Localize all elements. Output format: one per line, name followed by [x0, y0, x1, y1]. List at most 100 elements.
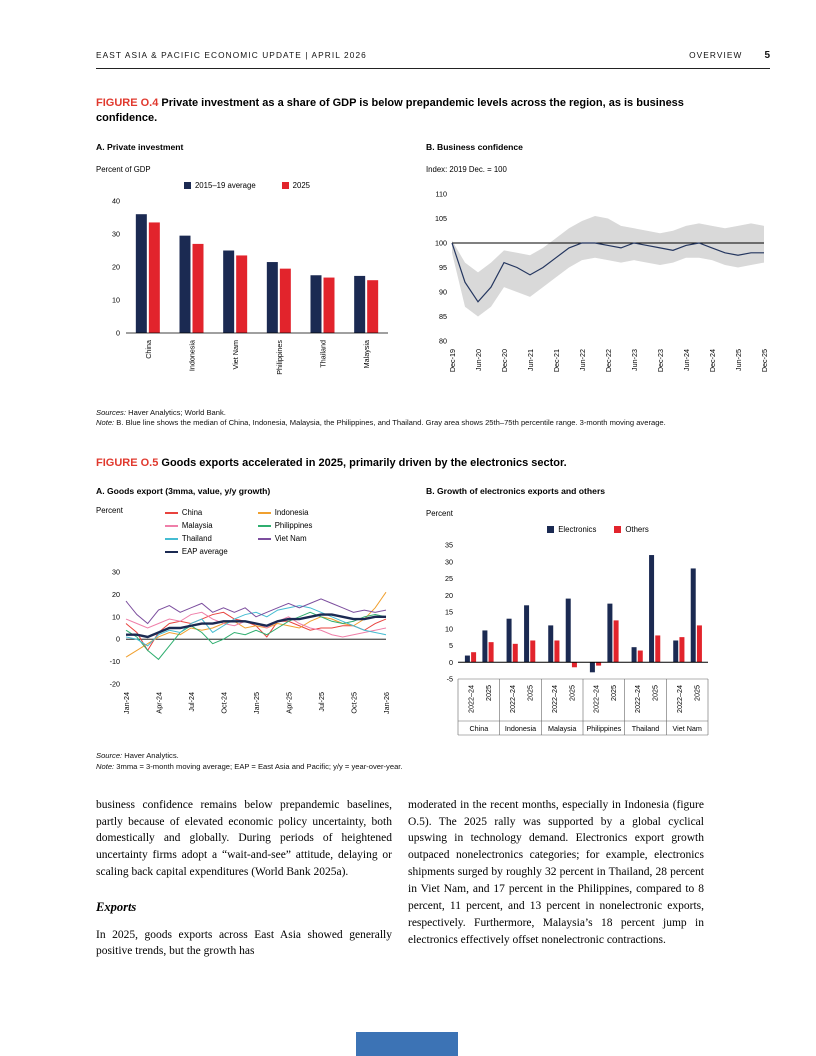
svg-text:Oct-25: Oct-25 — [350, 692, 359, 714]
svg-text:2022–24: 2022–24 — [550, 685, 559, 713]
panel-a-unit-label: Percent — [96, 506, 123, 516]
figure-o4-panel-b: B. Business confidence Index: 2019 Dec. … — [426, 142, 770, 398]
private-investment-chart: 0 10 20 30 40 China Indonesia Viet Nam Philippin… — [96, 193, 398, 393]
chart-business-confidence: 80 85 90 95 100 105 110 Dec-19 Jun-20 Dec-20 Jun-2… — [435, 189, 769, 372]
svg-text:Jun-22: Jun-22 — [578, 349, 587, 371]
figure-o5-title: Goods exports accelerated in 2025, prima… — [161, 457, 567, 470]
svg-text:2025: 2025 — [609, 685, 618, 701]
figure-o5-label: FIGURE O.5 — [96, 457, 159, 470]
legend-swatch — [164, 538, 178, 540]
svg-text:Thailand: Thailand — [319, 340, 328, 368]
exports-heading: Exports — [96, 900, 137, 915]
svg-text:Jul-25: Jul-25 — [317, 692, 326, 712]
svg-text:Dec-24: Dec-24 — [708, 349, 717, 372]
svg-text:20: 20 — [112, 262, 120, 271]
svg-text:110: 110 — [436, 189, 447, 198]
sources-text: Haver Analytics; World Bank. — [128, 407, 226, 417]
figure-o5-panel-b: B. Growth of electronics exports and oth… — [426, 486, 770, 741]
svg-text:2022–24: 2022–24 — [633, 685, 642, 713]
legend-swatch — [164, 525, 178, 527]
panel-a-title: A. Goods export (3mma, value, y/y growth… — [96, 486, 271, 497]
goods-export-chart: -20 -10 0 10 20 30 Jan-24 Apr-24 Jul-24 Oct-24 Jan… — [96, 562, 398, 736]
svg-text:2025: 2025 — [651, 685, 660, 701]
svg-text:Malaysia: Malaysia — [548, 724, 576, 733]
svg-text:2022–24: 2022–24 — [508, 685, 517, 713]
svg-text:25: 25 — [445, 574, 453, 583]
svg-text:2025: 2025 — [526, 685, 535, 701]
legend-label: Viet Nam — [274, 534, 307, 544]
panel-b-title: B. Business confidence — [426, 141, 523, 152]
svg-text:80: 80 — [439, 336, 447, 345]
svg-text:Indonesia: Indonesia — [188, 340, 197, 371]
svg-text:Apr-24: Apr-24 — [155, 692, 164, 714]
legend-item-electronics: Electronics — [547, 525, 596, 534]
note-label: Note: — [96, 762, 115, 772]
svg-text:10: 10 — [445, 625, 453, 634]
svg-text:100: 100 — [435, 238, 447, 247]
svg-text:30: 30 — [112, 568, 120, 577]
figure-o4a-legend: 2015–19 average 2025 — [96, 181, 398, 190]
legend-label: 2025 — [292, 180, 311, 190]
header-right: OVERVIEW 5 — [689, 50, 770, 61]
panel-b-unit-label: Percent — [426, 509, 453, 519]
legend-item-eap-average: EAP average — [164, 547, 228, 556]
svg-text:20: 20 — [112, 590, 120, 599]
page-header: EAST ASIA & PACIFIC ECONOMIC UPDATE | AP… — [96, 50, 770, 61]
svg-text:Jan-26: Jan-26 — [382, 692, 391, 714]
legend-item-2015-19-average: 2015–19 average — [183, 180, 256, 190]
svg-text:105: 105 — [435, 214, 447, 223]
legend-item-thailand: Thailand — [164, 534, 228, 544]
svg-text:-20: -20 — [110, 680, 120, 689]
figure-o4-notes: Sources: Haver Analytics; World Bank. Not… — [96, 408, 770, 429]
chart-goods-export-growth: -20 -10 0 10 20 30 Jan-24 Apr-24 Jul-24 Oct-24 Jan… — [110, 568, 391, 714]
legend-item-2025: 2025 — [281, 180, 311, 190]
panel-b-title: B. Growth of electronics exports and oth… — [426, 486, 606, 497]
svg-text:Dec-22: Dec-22 — [604, 349, 613, 372]
legend-swatch — [257, 538, 271, 540]
legend-label: Indonesia — [274, 508, 309, 518]
paragraph: moderated in the recent months, especial… — [408, 798, 704, 946]
figure-o4-heading: FIGURE O.4 Private investment as a share… — [96, 96, 696, 127]
legend-label: 2015–19 average — [194, 180, 256, 190]
sources-label: Sources: — [96, 407, 126, 417]
legend-swatch — [614, 526, 622, 534]
electronics-exports-chart: -5 0 5 10 15 20 25 30 35 2022–24 2025 China 2022–24 2… — [426, 537, 770, 741]
svg-text:2025: 2025 — [692, 685, 701, 701]
legend-item-malaysia: Malaysia — [164, 521, 228, 530]
svg-text:Oct-24: Oct-24 — [220, 692, 229, 714]
section-label: OVERVIEW — [689, 50, 743, 60]
svg-text:Jun-25: Jun-25 — [734, 349, 743, 371]
svg-text:0: 0 — [116, 635, 120, 644]
legend-label: Philippines — [274, 521, 313, 531]
legend-label: Others — [625, 525, 649, 535]
svg-text:Viet Nam: Viet Nam — [231, 340, 240, 369]
legend-label: Thailand — [181, 534, 212, 544]
paragraph: In 2025, goods exports across East Asia … — [96, 928, 392, 958]
panel-a-unit-label: Percent of GDP — [96, 164, 151, 174]
note-label: Note: — [96, 418, 115, 428]
svg-text:Jan-25: Jan-25 — [252, 692, 261, 714]
figure-o4-panels: A. Private investment Percent of GDP 201… — [96, 142, 770, 398]
panel-b-unit-label: Index: 2019 Dec. = 100 — [426, 164, 507, 174]
svg-text:Jan-24: Jan-24 — [122, 692, 131, 714]
svg-text:2022–24: 2022–24 — [675, 685, 684, 713]
legend-swatch — [257, 512, 271, 514]
svg-text:20: 20 — [445, 591, 453, 600]
unit-legend-row: Percent China Indonesia Malaysia Philippine… — [96, 506, 398, 560]
figure-o5-heading: FIGURE O.5 Goods exports accelerated in … — [96, 456, 696, 471]
svg-text:0: 0 — [449, 658, 453, 667]
svg-text:5: 5 — [449, 641, 453, 650]
svg-text:-5: -5 — [447, 675, 453, 684]
legend-item-philippines: Philippines — [257, 521, 313, 531]
figure-o5-notes: Source: Haver Analytics. Note: 3mma = 3-m… — [96, 751, 770, 772]
svg-text:Thailand: Thailand — [632, 724, 660, 733]
svg-text:-10: -10 — [110, 658, 120, 667]
svg-text:Dec-19: Dec-19 — [448, 349, 457, 372]
svg-text:Dec-25: Dec-25 — [760, 349, 769, 372]
legend-swatch — [257, 525, 271, 527]
svg-text:Indonesia: Indonesia — [505, 724, 536, 733]
svg-text:30: 30 — [112, 229, 120, 238]
legend-label: China — [181, 508, 203, 518]
legend-swatch — [164, 512, 178, 514]
legend-label: Electronics — [558, 525, 597, 535]
